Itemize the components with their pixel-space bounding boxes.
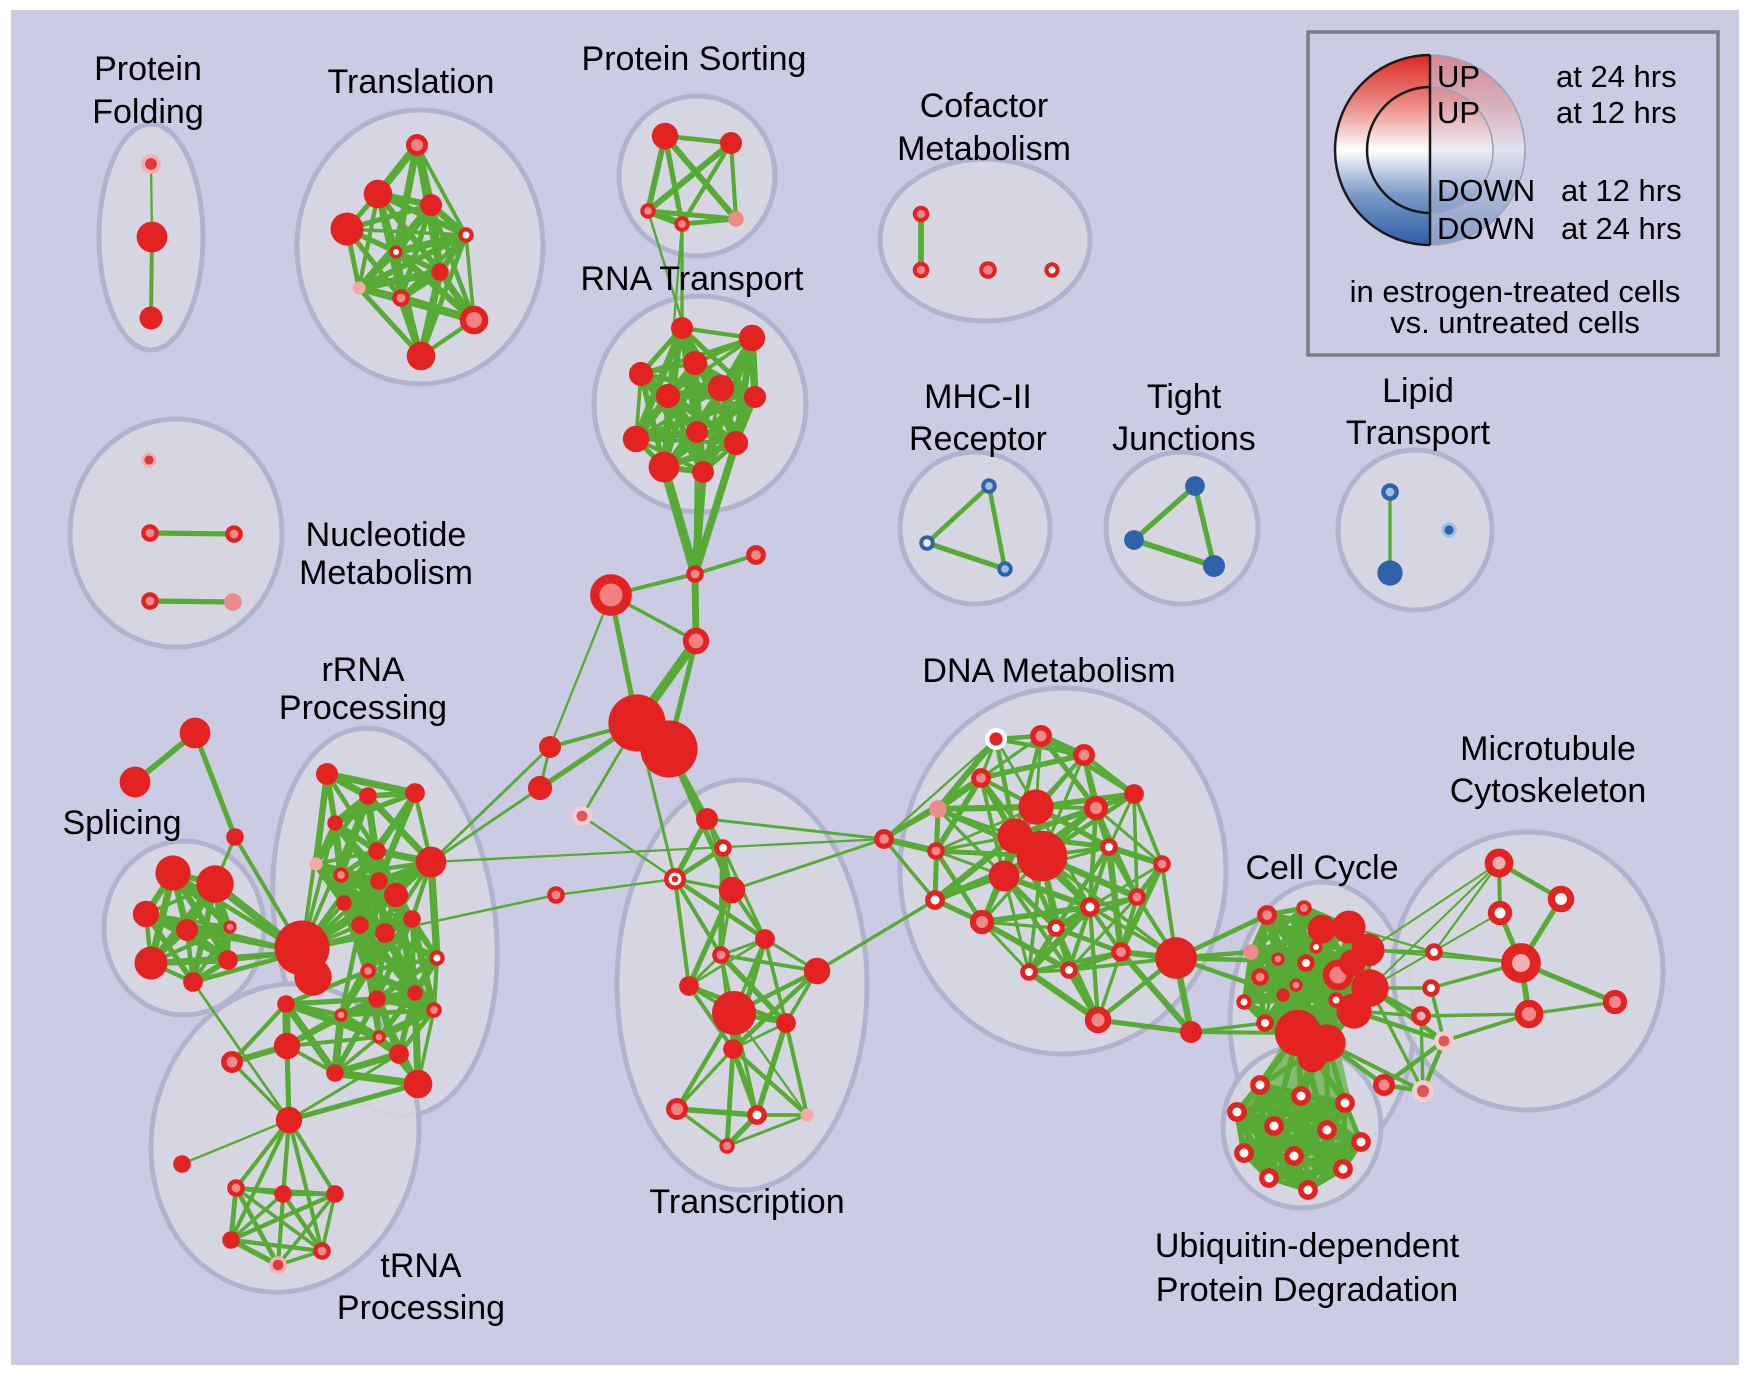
svg-text:Processing: Processing <box>337 1289 505 1327</box>
svg-text:DOWN: DOWN <box>1437 211 1535 246</box>
svg-text:Cell Cycle: Cell Cycle <box>1245 849 1398 887</box>
svg-text:Folding: Folding <box>92 93 204 131</box>
svg-text:DNA Metabolism: DNA Metabolism <box>922 652 1175 690</box>
svg-text:Transport: Transport <box>1346 414 1491 452</box>
svg-text:UP: UP <box>1437 95 1480 130</box>
svg-text:Tight: Tight <box>1147 378 1222 416</box>
svg-text:MHC-II: MHC-II <box>924 378 1032 416</box>
svg-text:Protein Degradation: Protein Degradation <box>1156 1271 1458 1309</box>
svg-text:Lipid: Lipid <box>1382 372 1454 410</box>
svg-text:Nucleotide: Nucleotide <box>306 516 467 554</box>
svg-text:at 12 hrs: at 12 hrs <box>1561 173 1682 208</box>
svg-text:at 24 hrs: at 24 hrs <box>1556 59 1677 94</box>
svg-text:Cytoskeleton: Cytoskeleton <box>1450 772 1647 810</box>
svg-text:tRNA: tRNA <box>380 1247 462 1285</box>
svg-text:Metabolism: Metabolism <box>299 554 473 592</box>
svg-text:Cofactor: Cofactor <box>920 87 1049 125</box>
svg-text:at 12 hrs: at 12 hrs <box>1556 95 1677 130</box>
svg-text:at 24 hrs: at 24 hrs <box>1561 211 1682 246</box>
svg-text:Receptor: Receptor <box>909 420 1047 458</box>
svg-text:in estrogen-treated cells: in estrogen-treated cells <box>1350 274 1681 309</box>
svg-text:Translation: Translation <box>328 63 495 101</box>
svg-text:vs. untreated cells: vs. untreated cells <box>1390 305 1640 340</box>
svg-text:Protein Sorting: Protein Sorting <box>582 40 807 78</box>
svg-text:Ubiquitin-dependent: Ubiquitin-dependent <box>1155 1227 1460 1265</box>
svg-text:Junctions: Junctions <box>1112 420 1256 458</box>
svg-text:Splicing: Splicing <box>62 804 181 842</box>
svg-text:Metabolism: Metabolism <box>897 130 1071 168</box>
svg-text:UP: UP <box>1437 59 1480 94</box>
svg-text:Protein: Protein <box>94 50 202 88</box>
svg-text:Processing: Processing <box>279 689 447 727</box>
svg-text:DOWN: DOWN <box>1437 173 1535 208</box>
svg-text:rRNA: rRNA <box>321 651 404 689</box>
svg-text:Microtubule: Microtubule <box>1460 730 1636 768</box>
svg-text:Transcription: Transcription <box>649 1183 844 1221</box>
svg-text:RNA Transport: RNA Transport <box>581 260 805 298</box>
